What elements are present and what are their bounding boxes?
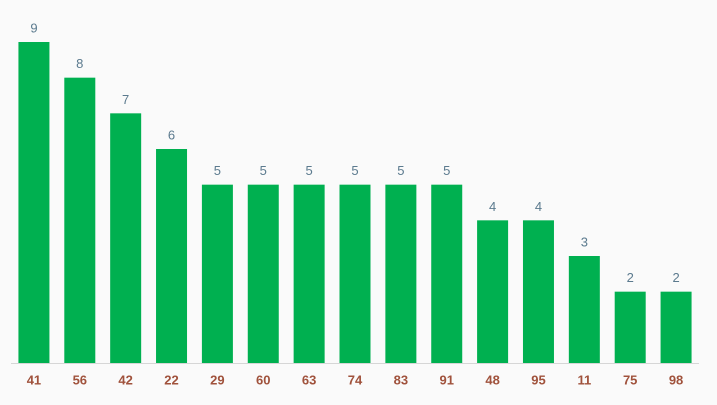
x-tick-label: 63 <box>302 372 316 387</box>
x-tick-label: 74 <box>348 372 363 387</box>
bar <box>339 184 371 363</box>
bar <box>614 291 646 363</box>
bar <box>522 220 554 363</box>
value-label: 5 <box>260 163 267 178</box>
value-label: 4 <box>489 199 496 214</box>
x-tick-label: 42 <box>118 372 132 387</box>
value-label: 3 <box>581 234 588 249</box>
value-label: 5 <box>351 163 358 178</box>
x-tick-label: 60 <box>256 372 270 387</box>
bar <box>477 220 509 363</box>
bar <box>201 184 233 363</box>
bar <box>110 113 142 363</box>
value-label: 8 <box>76 56 83 71</box>
value-label: 9 <box>30 20 37 35</box>
value-label: 4 <box>535 199 542 214</box>
bar <box>156 149 188 363</box>
x-tick-label: 41 <box>27 372 41 387</box>
x-tick-label: 29 <box>210 372 224 387</box>
value-label: 5 <box>306 163 313 178</box>
x-tick-label: 48 <box>485 372 499 387</box>
x-tick-label: 95 <box>531 372 545 387</box>
x-tick-label: 75 <box>623 372 637 387</box>
bar <box>431 184 463 363</box>
value-label: 2 <box>627 270 634 285</box>
value-label: 5 <box>214 163 221 178</box>
value-label: 5 <box>397 163 404 178</box>
x-tick-label: 83 <box>394 372 408 387</box>
x-tick-label: 91 <box>439 372 453 387</box>
bar <box>293 184 325 363</box>
x-tick-label: 98 <box>669 372 683 387</box>
bar <box>18 42 50 363</box>
x-tick-label: 56 <box>73 372 87 387</box>
bar <box>64 77 96 364</box>
bar <box>568 256 600 363</box>
x-tick-label: 11 <box>577 372 591 387</box>
value-label: 6 <box>168 127 175 142</box>
bar <box>385 184 417 363</box>
bar <box>247 184 279 363</box>
value-label: 7 <box>122 92 129 107</box>
bar <box>660 291 692 363</box>
value-label: 5 <box>443 163 450 178</box>
value-label: 2 <box>672 270 679 285</box>
x-tick-label: 22 <box>164 372 178 387</box>
